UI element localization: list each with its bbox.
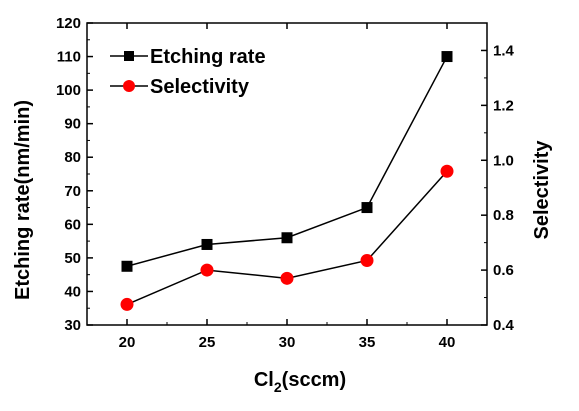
x-axis-title-tail: (sccm)	[282, 369, 346, 391]
data-point-selectivity	[360, 253, 374, 267]
x-axis-title: Cl2(sccm)	[254, 369, 346, 395]
data-point-etching-rate	[281, 232, 293, 244]
x-axis-title-sub: 2	[274, 379, 282, 395]
data-point-etching-rate	[201, 238, 213, 250]
y-left-axis-title: Etching rate(nm/min)	[12, 100, 34, 300]
x-tick-label: 40	[439, 334, 456, 351]
y-left-tick-label: 50	[64, 250, 81, 267]
y-left-tick-label: 40	[64, 283, 81, 300]
legend-marker-selectivity	[123, 80, 135, 92]
data-point-selectivity	[200, 263, 214, 277]
y-right-axis-title: Selectivity	[531, 140, 553, 240]
legend: Etching rate Selectivity	[110, 46, 266, 98]
y-right-tick-label: 1.2	[493, 97, 514, 114]
series-layer	[120, 51, 454, 311]
data-point-selectivity	[280, 271, 294, 285]
y-right-tick-label: 0.8	[493, 207, 514, 224]
y-left-tick-label: 30	[64, 317, 81, 334]
y-left-tick-label: 120	[56, 15, 81, 32]
legend-marker-etching-rate	[124, 51, 134, 61]
legend-label-selectivity: Selectivity	[150, 76, 250, 98]
data-point-selectivity	[120, 297, 134, 311]
x-tick-label: 35	[359, 334, 376, 351]
y-right-tick-label: 0.4	[493, 317, 515, 334]
y-left-tick-label: 80	[64, 149, 81, 166]
data-point-etching-rate	[361, 202, 373, 214]
y-right-tick-label: 1.4	[493, 42, 515, 59]
x-tick-label: 30	[279, 334, 296, 351]
x-tick-label: 20	[119, 334, 136, 351]
y-right-tick-label: 1.0	[493, 152, 514, 169]
y-right-tick-label: 0.6	[493, 262, 514, 279]
x-ticks: 20 25 30 35 40	[86, 23, 488, 351]
y-left-tick-label: 70	[64, 183, 81, 200]
data-point-etching-rate	[121, 260, 133, 272]
y-right-ticks: 0.4 0.6 0.8 1.0 1.2 1.4	[481, 42, 515, 334]
y-left-tick-label: 100	[56, 82, 81, 99]
x-tick-label: 25	[199, 334, 216, 351]
x-axis-title-main: Cl	[254, 369, 274, 391]
y-left-ticks: 30 40 50 60 70 80 90 100 110 120	[56, 15, 93, 334]
y-left-tick-label: 60	[64, 216, 81, 233]
legend-label-etching-rate: Etching rate	[150, 46, 266, 68]
y-left-tick-label: 110	[57, 49, 81, 66]
data-point-etching-rate	[441, 51, 453, 63]
data-point-selectivity	[440, 164, 454, 178]
y-left-tick-label: 90	[64, 116, 81, 133]
